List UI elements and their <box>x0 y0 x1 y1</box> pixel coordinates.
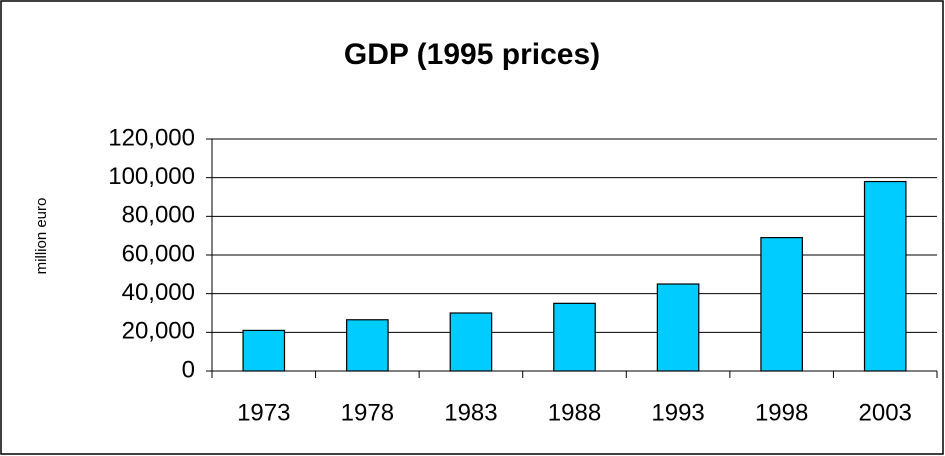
bar <box>242 329 286 372</box>
x-tick-label: 1998 <box>755 399 808 426</box>
y-tick-label: 100,000 <box>108 163 195 190</box>
x-tick-label: 2003 <box>859 399 912 426</box>
y-tick-label: 0 <box>182 356 195 383</box>
bar <box>760 237 803 372</box>
x-tick-label: 1978 <box>341 399 394 426</box>
x-tick-label: 1973 <box>237 399 290 426</box>
bar <box>863 180 907 372</box>
y-tick-label: 40,000 <box>122 279 195 306</box>
bar <box>449 312 493 372</box>
bar <box>553 302 596 372</box>
chart-title: GDP (1995 prices) <box>344 38 600 71</box>
bar <box>656 283 700 372</box>
x-tick-label: 1988 <box>548 399 601 426</box>
y-tick-label: 60,000 <box>122 240 195 267</box>
x-tick-label: 1993 <box>651 399 704 426</box>
bar <box>346 319 389 372</box>
x-tick-label: 1983 <box>444 399 497 426</box>
y-tick-label: 80,000 <box>122 202 195 229</box>
y-axis-title: million euro <box>33 198 50 275</box>
y-tick-label: 20,000 <box>122 318 195 345</box>
y-tick-label: 120,000 <box>108 124 195 151</box>
